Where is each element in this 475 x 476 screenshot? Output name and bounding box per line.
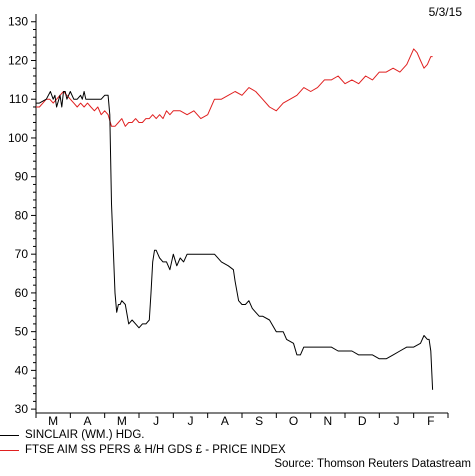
x-tick-label: F bbox=[427, 414, 434, 425]
x-tick-label: O bbox=[289, 414, 298, 425]
x-tick-label: M bbox=[117, 414, 127, 425]
y-tick-label: 120 bbox=[8, 53, 28, 67]
y-tick-label: 60 bbox=[15, 286, 29, 300]
y-tick-label: 100 bbox=[8, 131, 28, 145]
x-tick-label: N bbox=[323, 414, 332, 425]
x-tick-label: J bbox=[188, 414, 194, 425]
legend-label-ftse: FTSE AIM SS PERS & H/H GDS £ - PRICE IND… bbox=[25, 444, 286, 456]
legend-swatch-sinclair bbox=[0, 435, 19, 436]
y-tick-label: 30 bbox=[15, 402, 29, 416]
y-tick-label: 90 bbox=[15, 170, 29, 184]
plot-series bbox=[36, 48, 434, 390]
y-tick-label: 70 bbox=[15, 247, 29, 261]
x-tick-label: J bbox=[394, 414, 400, 425]
legend-swatch-ftse bbox=[0, 450, 19, 451]
x-tick-label: J bbox=[153, 414, 159, 425]
series-line-sinclair bbox=[36, 91, 434, 390]
y-tick-label: 50 bbox=[15, 325, 29, 339]
x-tick-label: A bbox=[221, 414, 229, 425]
line-chart: 30 40 50 60 70 80 90 100 110 120 130 M A M J J A S O N D J F bbox=[8, 14, 449, 425]
date-stamp: 5/3/15 bbox=[428, 5, 462, 19]
source-note: Source: Thomson Reuters Datastream bbox=[274, 458, 471, 470]
y-tick-label: 80 bbox=[15, 208, 29, 222]
legend-label-sinclair: SINCLAIR (WM.) HDG. bbox=[25, 429, 145, 441]
x-tick-label: S bbox=[255, 414, 263, 425]
y-axis: 30 40 50 60 70 80 90 100 110 120 130 bbox=[8, 14, 37, 416]
x-tick-label: M bbox=[48, 414, 58, 425]
x-tick-label: A bbox=[83, 414, 91, 425]
y-tick-label: 110 bbox=[9, 92, 28, 106]
series-line-ftse bbox=[36, 48, 433, 127]
y-tick-label: 130 bbox=[8, 15, 28, 29]
x-tick-label: D bbox=[358, 414, 367, 425]
y-tick-label: 40 bbox=[15, 363, 29, 377]
